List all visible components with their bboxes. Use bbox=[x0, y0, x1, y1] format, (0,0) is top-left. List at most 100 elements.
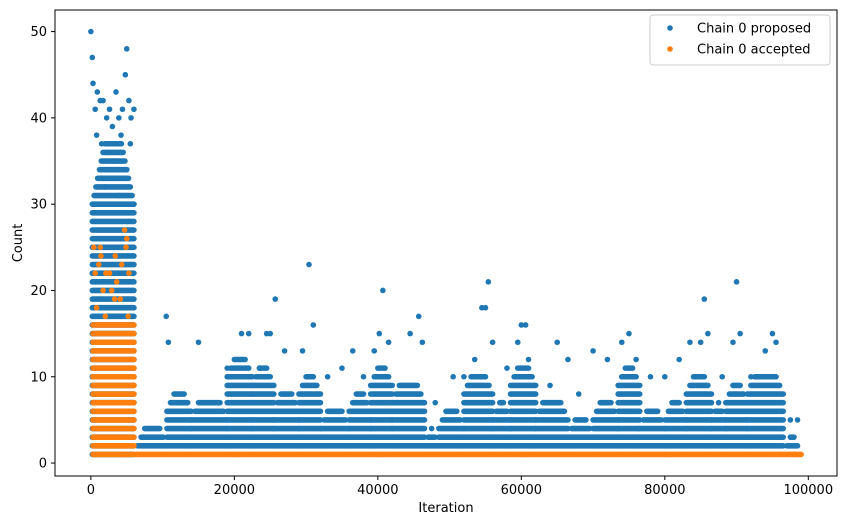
proposed-point bbox=[376, 330, 383, 337]
accepted-point bbox=[106, 270, 113, 277]
accepted-point bbox=[121, 227, 128, 233]
proposed-point bbox=[676, 356, 682, 363]
proposed-point bbox=[380, 287, 386, 294]
proposed-point bbox=[195, 339, 202, 346]
proposed-point bbox=[415, 313, 422, 320]
proposed-point bbox=[339, 365, 345, 371]
proposed-point bbox=[267, 330, 274, 337]
proposed-point bbox=[119, 106, 126, 113]
accepted-point bbox=[95, 261, 102, 268]
proposed-point bbox=[701, 296, 708, 302]
x-tick-label: 0 bbox=[87, 483, 95, 498]
proposed-point bbox=[419, 339, 426, 346]
proposed-point bbox=[626, 330, 632, 337]
y-tick-label: 40 bbox=[30, 111, 47, 126]
dense-point-bands bbox=[89, 140, 804, 458]
accepted-point bbox=[97, 244, 103, 251]
accepted-point bbox=[102, 313, 109, 320]
x-tick-label: 20000 bbox=[214, 483, 255, 498]
accepted-point bbox=[126, 270, 132, 277]
proposed-point bbox=[306, 261, 312, 268]
y-axis: 0 10 20 30 40 50 bbox=[30, 25, 55, 472]
proposed-point bbox=[116, 192, 123, 199]
accepted-point bbox=[518, 451, 525, 458]
legend-box bbox=[649, 14, 831, 66]
proposed-point bbox=[647, 373, 654, 380]
proposed-point bbox=[450, 373, 456, 380]
proposed-series bbox=[88, 28, 801, 423]
legend: Chain 0 proposed Chain 0 accepted bbox=[649, 14, 831, 66]
accepted-point bbox=[375, 451, 381, 458]
x-axis: 0 20000 40000 60000 80000 100000 bbox=[87, 476, 833, 498]
proposed-point bbox=[547, 382, 553, 389]
accepted-point bbox=[100, 287, 106, 294]
proposed-point bbox=[794, 417, 801, 423]
proposed-point bbox=[256, 365, 263, 371]
proposed-point bbox=[525, 356, 532, 363]
accepted-point bbox=[113, 279, 120, 285]
proposed-point bbox=[224, 365, 230, 371]
plot-frame bbox=[54, 9, 838, 477]
plot-area bbox=[88, 28, 804, 458]
proposed-point bbox=[102, 184, 109, 190]
proposed-point bbox=[461, 373, 467, 380]
proposed-point bbox=[93, 132, 100, 138]
proposed-point bbox=[604, 356, 611, 363]
proposed-point bbox=[482, 304, 489, 311]
proposed-point bbox=[109, 123, 116, 130]
proposed-point bbox=[737, 330, 743, 337]
proposed-point bbox=[127, 140, 134, 147]
accepted-point bbox=[93, 304, 100, 311]
proposed-point bbox=[324, 373, 331, 380]
proposed-point bbox=[471, 356, 478, 363]
proposed-point bbox=[489, 339, 496, 346]
proposed-point bbox=[787, 417, 794, 423]
proposed-point bbox=[116, 115, 122, 121]
proposed-point bbox=[272, 296, 279, 302]
accepted-series bbox=[90, 227, 797, 458]
proposed-point bbox=[106, 149, 112, 156]
proposed-point bbox=[109, 175, 116, 182]
proposed-point bbox=[385, 339, 392, 346]
proposed-point bbox=[687, 339, 693, 346]
proposed-point bbox=[95, 175, 101, 182]
proposed-point bbox=[633, 356, 639, 363]
accepted-point bbox=[90, 244, 97, 251]
proposed-point bbox=[769, 330, 776, 337]
proposed-point bbox=[238, 330, 245, 337]
accepted-point bbox=[662, 451, 668, 458]
proposed-point bbox=[730, 339, 736, 346]
y-axis-label: Count bbox=[11, 224, 26, 263]
proposed-point bbox=[748, 373, 754, 380]
proposed-point bbox=[485, 279, 492, 285]
y-tick-label: 30 bbox=[30, 198, 47, 213]
x-tick-label: 80000 bbox=[644, 483, 685, 498]
proposed-point bbox=[126, 97, 132, 104]
x-tick-label: 60000 bbox=[501, 483, 542, 498]
proposed-point bbox=[123, 166, 130, 173]
proposed-point bbox=[103, 115, 110, 121]
proposed-point bbox=[514, 339, 521, 346]
proposed-point bbox=[565, 356, 571, 363]
proposed-point bbox=[122, 71, 129, 78]
proposed-point bbox=[100, 97, 106, 104]
x-tick-label: 100000 bbox=[783, 483, 833, 498]
proposed-point bbox=[719, 373, 726, 380]
accepted-point bbox=[125, 313, 131, 320]
proposed-point bbox=[733, 279, 740, 285]
proposed-point bbox=[131, 201, 137, 207]
accepted-point bbox=[111, 296, 118, 302]
proposed-point bbox=[111, 158, 118, 164]
proposed-point bbox=[245, 330, 252, 337]
proposed-point bbox=[281, 348, 288, 354]
proposed-point bbox=[697, 339, 704, 346]
proposed-point bbox=[106, 106, 113, 113]
y-tick-label: 50 bbox=[30, 25, 47, 40]
proposed-point bbox=[762, 348, 769, 354]
proposed-point bbox=[128, 115, 134, 121]
proposed-point bbox=[504, 365, 510, 371]
proposed-point bbox=[94, 89, 101, 95]
y-tick-label: 20 bbox=[30, 284, 47, 299]
proposed-point bbox=[773, 339, 779, 346]
